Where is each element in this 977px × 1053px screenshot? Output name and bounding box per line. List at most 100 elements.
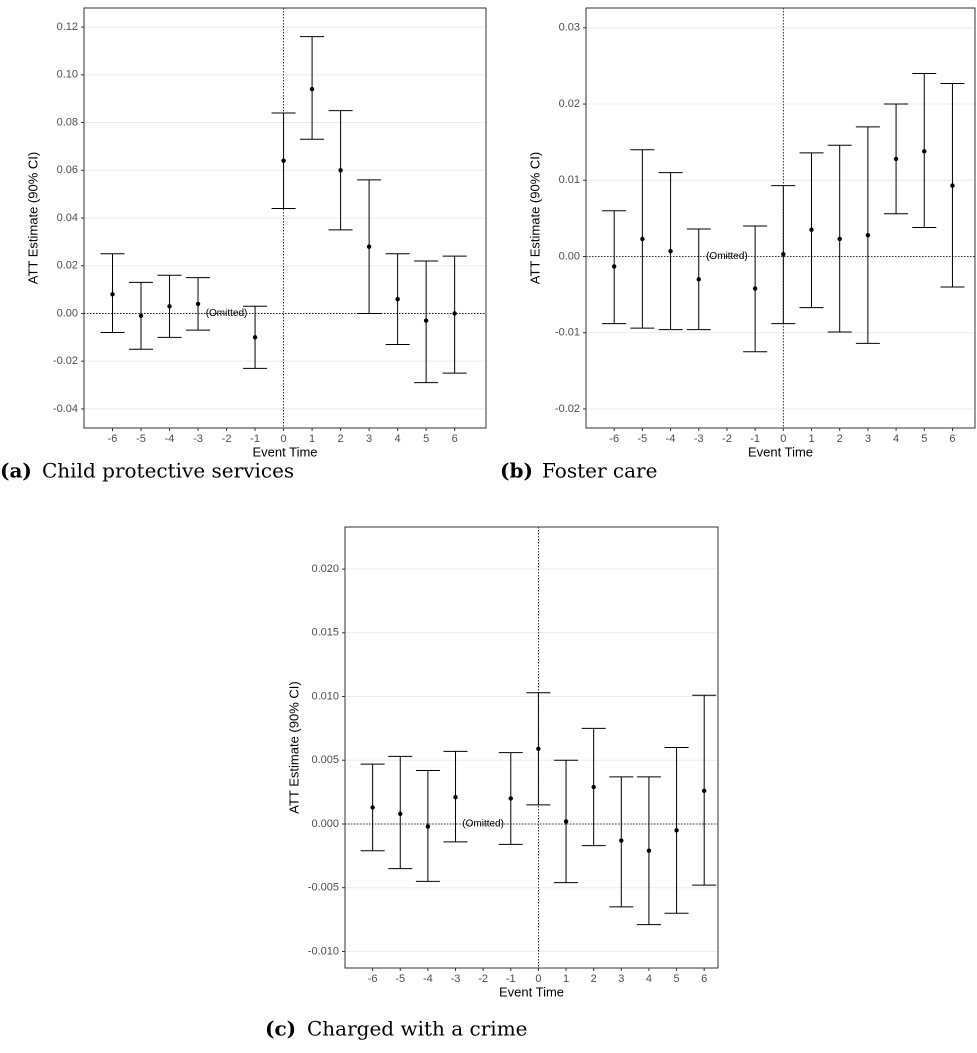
- x-tick-label: -2: [478, 973, 488, 985]
- annotation: (Omitted): [706, 251, 748, 262]
- point-estimate: [893, 156, 899, 162]
- x-tick-label: 2: [837, 433, 843, 445]
- x-tick-label: -4: [165, 433, 175, 445]
- x-tick-label: 4: [646, 973, 652, 985]
- point-estimate: [563, 819, 569, 824]
- caption: Charged with a crime: [307, 1017, 528, 1041]
- caption-label: (b): [500, 459, 533, 483]
- y-tick-label: 0.000: [311, 818, 339, 830]
- x-tick-label: -4: [423, 973, 433, 985]
- point-estimate: [195, 301, 201, 307]
- point-estimate: [281, 158, 286, 163]
- x-tick-label: 3: [366, 433, 372, 445]
- x-tick-label: 1: [808, 433, 814, 445]
- y-tick-label: 0.06: [57, 164, 78, 176]
- x-tick-label: -4: [666, 433, 676, 445]
- point-estimate: [619, 838, 624, 843]
- point-estimate: [837, 236, 842, 242]
- point-estimate: [781, 252, 786, 257]
- x-tick-label: -6: [368, 973, 378, 985]
- y-tick-label: -0.04: [53, 403, 78, 415]
- point-estimate: [922, 149, 927, 154]
- x-tick-label: 3: [618, 973, 624, 985]
- panel-border: [83, 7, 487, 429]
- x-tick-label: 1: [309, 433, 315, 445]
- y-tick-label: 0.020: [311, 563, 339, 575]
- x-tick-label: 5: [673, 973, 679, 985]
- x-tick-label: -5: [136, 433, 146, 445]
- x-tick-label: 3: [865, 433, 871, 445]
- point-estimate: [370, 805, 375, 810]
- panel-border: [344, 526, 719, 969]
- y-tick-label: 0.02: [559, 98, 580, 110]
- point-estimate: [591, 784, 596, 790]
- y-tick-label: 0.00: [559, 250, 580, 262]
- y-tick-label: 0.08: [57, 116, 78, 128]
- x-tick-label: -1: [506, 973, 516, 985]
- x-tick-label: 4: [395, 433, 401, 445]
- y-tick-label: -0.010: [308, 945, 339, 957]
- plot-panel: [586, 8, 975, 428]
- y-tick-label: -0.005: [308, 882, 339, 894]
- point-estimate: [309, 86, 315, 92]
- point-estimate: [398, 811, 403, 816]
- caption-label: (a): [0, 459, 32, 483]
- x-axis-title: Event Time: [499, 984, 564, 999]
- x-tick-label: -6: [609, 433, 619, 445]
- y-axis-title: ATT Estimate (90% CI): [286, 681, 301, 813]
- x-tick-label: 6: [949, 433, 955, 445]
- x-axis-title: Event Time: [252, 444, 317, 459]
- point-estimate: [138, 313, 144, 319]
- y-tick-label: -0.02: [53, 355, 78, 367]
- y-axis-title: ATT Estimate (90% CI): [25, 152, 40, 284]
- point-estimate: [338, 168, 343, 173]
- point-estimate: [701, 788, 707, 794]
- y-tick-label: 0.015: [311, 627, 339, 639]
- y-tick-label: -0.02: [555, 403, 580, 415]
- x-tick-label: -6: [108, 433, 118, 445]
- x-tick-label: 0: [780, 433, 786, 445]
- x-tick-label: -1: [250, 433, 260, 445]
- point-estimate: [646, 848, 652, 853]
- point-estimate: [425, 824, 431, 829]
- x-tick-label: 2: [338, 433, 344, 445]
- y-tick-label: -0.01: [555, 327, 580, 339]
- x-tick-label: -2: [722, 433, 732, 445]
- y-tick-label: 0.01: [559, 174, 580, 186]
- point-estimate: [752, 286, 758, 291]
- x-tick-label: 2: [591, 973, 597, 985]
- x-tick-label: 6: [701, 973, 707, 985]
- point-estimate: [809, 227, 814, 233]
- point-estimate: [453, 795, 458, 800]
- point-estimate: [640, 236, 645, 242]
- point-estimate: [167, 304, 172, 309]
- caption-label: (c): [265, 1017, 296, 1041]
- plot-panel: [345, 527, 718, 968]
- point-estimate: [865, 232, 871, 238]
- y-tick-label: 0.010: [311, 690, 339, 702]
- point-estimate: [395, 296, 400, 302]
- y-axis-title: ATT Estimate (90% CI): [527, 152, 542, 284]
- y-tick-label: 0.005: [311, 754, 339, 766]
- x-tick-label: 5: [423, 433, 429, 445]
- x-tick-label: 0: [281, 433, 287, 445]
- x-tick-label: -3: [694, 433, 704, 445]
- x-tick-label: -2: [222, 433, 232, 445]
- x-tick-label: 1: [563, 973, 569, 985]
- x-tick-label: -3: [451, 973, 461, 985]
- point-estimate: [452, 311, 457, 316]
- x-tick-label: -5: [637, 433, 647, 445]
- point-estimate: [366, 244, 372, 249]
- point-estimate: [611, 264, 617, 269]
- point-estimate: [674, 828, 679, 833]
- y-tick-label: 0.00: [57, 307, 78, 319]
- point-estimate: [696, 277, 701, 282]
- x-axis-title: Event Time: [748, 444, 813, 459]
- point-estimate: [252, 335, 258, 340]
- point-estimate: [536, 746, 541, 751]
- caption: Foster care: [542, 459, 657, 483]
- point-estimate: [423, 318, 429, 323]
- point-estimate: [950, 183, 955, 188]
